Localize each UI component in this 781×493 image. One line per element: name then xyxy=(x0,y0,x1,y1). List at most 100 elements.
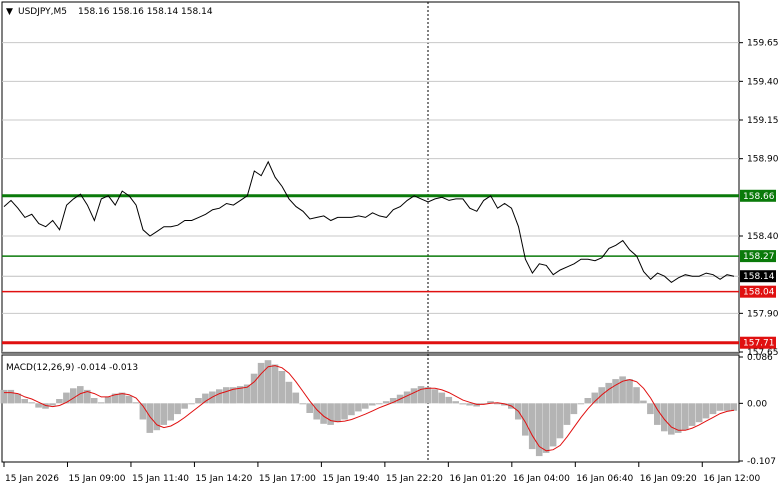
macd-histogram-bar xyxy=(70,388,77,404)
time-tick-label: 15 Jan 11:40 xyxy=(132,474,189,484)
macd-histogram-bar xyxy=(56,399,63,404)
macd-histogram-bar xyxy=(111,393,119,404)
macd-histogram-bar xyxy=(410,388,418,404)
macd-histogram-bar xyxy=(438,392,446,404)
macd-histogram-bar xyxy=(278,371,286,404)
macd-histogram-bar xyxy=(362,403,369,409)
macd-histogram-bar xyxy=(542,403,550,453)
macd-histogram-bar xyxy=(250,373,258,404)
macd-histogram-bar xyxy=(403,391,411,404)
chart-menu-icon[interactable]: ▼ xyxy=(6,7,13,17)
macd-tick-label: 0.00 xyxy=(747,399,767,409)
price-axis[interactable]: 159.65 159.40 159.15 158.90 158.40 157.90 157.… xyxy=(739,39,779,358)
price-series xyxy=(3,160,735,284)
macd-histogram-bar xyxy=(369,403,376,406)
time-tick-label: 15 Jan 17:00 xyxy=(259,474,316,484)
ohlc-readout: 158.16 158.16 158.14 158.14 xyxy=(78,7,213,17)
current-price-label: 158.14 xyxy=(743,272,775,282)
macd-histogram-bar xyxy=(146,403,154,433)
macd-panel-frame xyxy=(1,354,740,463)
macd-histogram-bar xyxy=(104,396,112,404)
time-axis[interactable]: 15 Jan 2026 15 Jan 09:00 15 Jan 11:40 15 Ja… xyxy=(3,462,761,484)
macd-axis[interactable]: 0.086 0.00 -0.107 xyxy=(739,353,776,467)
macd-histogram-bar xyxy=(230,387,237,404)
macd-histogram-bar xyxy=(327,403,334,425)
macd-histogram-bar xyxy=(167,403,174,421)
macd-histogram-bar xyxy=(139,403,147,420)
macd-histogram-bar xyxy=(417,386,425,404)
price-tick-label: 159.15 xyxy=(747,116,779,126)
macd-histogram-bar xyxy=(188,403,195,405)
price-line xyxy=(3,160,735,284)
macd-histogram-bar xyxy=(285,381,293,404)
macd-histogram-bar xyxy=(501,403,508,406)
macd-histogram-bar xyxy=(243,384,251,404)
macd-histogram-bar xyxy=(216,389,223,404)
macd-histogram-bar xyxy=(271,364,279,404)
macd-histogram-bar xyxy=(77,386,84,404)
macd-histogram-bar xyxy=(445,396,453,404)
macd-histogram-bar xyxy=(257,362,265,404)
macd-histogram-bar xyxy=(424,387,432,404)
macd-histogram-bar xyxy=(487,401,494,404)
macd-histogram-bar xyxy=(480,403,487,405)
macd-histogram-bar xyxy=(522,403,529,436)
macd-histogram-bar xyxy=(535,403,543,457)
price-level-label: 158.27 xyxy=(743,252,775,262)
macd-histogram-bar xyxy=(702,403,710,419)
macd-histogram-bar xyxy=(577,403,585,405)
symbol-timeframe-label: USDJPY,M5 xyxy=(18,7,67,17)
macd-histogram-bar xyxy=(14,393,21,404)
macd-histogram-bar xyxy=(174,403,181,415)
main-price-grid xyxy=(2,42,739,353)
time-tick-label: 16 Jan 01:20 xyxy=(449,474,506,484)
main-panel-frame xyxy=(1,1,740,354)
macd-histogram-bar xyxy=(459,403,466,405)
macd-histogram-bar xyxy=(563,403,571,425)
macd-histogram-bar xyxy=(28,402,35,404)
macd-histogram-bar xyxy=(97,402,105,404)
time-tick-label: 16 Jan 06:40 xyxy=(576,474,633,484)
time-tick-label: 15 Jan 2026 xyxy=(5,474,59,484)
macd-histogram-bar xyxy=(320,403,327,424)
macd-histogram-bar xyxy=(584,398,592,404)
macd-histogram-bar xyxy=(35,403,42,408)
time-tick-label: 16 Jan 09:20 xyxy=(640,474,697,484)
macd-histogram-bar xyxy=(452,401,459,404)
macd-histogram-bar xyxy=(7,389,15,404)
macd-histogram-bar xyxy=(21,399,28,404)
macd-histogram-bar xyxy=(716,403,724,411)
macd-histogram-bar xyxy=(619,376,626,404)
price-level-badge xyxy=(740,336,776,349)
macd-histogram-bar xyxy=(181,403,188,409)
price-level-label: 157.71 xyxy=(743,339,775,349)
macd-histogram-bar xyxy=(118,392,126,404)
macd-histogram-bar xyxy=(556,403,564,439)
macd-histogram-bar xyxy=(730,403,738,411)
price-tick-label: 157.90 xyxy=(747,309,779,319)
macd-histogram-bar xyxy=(376,403,383,405)
time-tick-label: 15 Jan 19:40 xyxy=(322,474,379,484)
price-level-badge xyxy=(740,189,776,202)
price-level-badge xyxy=(740,285,776,298)
macd-histogram-bar xyxy=(549,403,557,447)
price-levels xyxy=(2,194,739,345)
macd-histogram-bar xyxy=(709,403,717,415)
time-tick-label: 15 Jan 14:20 xyxy=(195,474,252,484)
macd-histogram-bar xyxy=(132,402,140,404)
macd-histogram xyxy=(0,360,738,457)
price-level-label: 158.04 xyxy=(743,288,775,298)
macd-histogram-bar xyxy=(334,403,341,423)
price-level-badge xyxy=(740,250,776,263)
macd-histogram-bar xyxy=(160,403,167,425)
macd-histogram-bar xyxy=(633,387,640,404)
macd-histogram-bar xyxy=(647,403,654,415)
macd-histogram-bar xyxy=(84,389,91,404)
macd-histogram-bar xyxy=(202,393,209,404)
macd-histogram-bar xyxy=(640,400,647,404)
macd-histogram-bar xyxy=(42,403,49,409)
time-tick-label: 15 Jan 09:00 xyxy=(68,474,125,484)
macd-histogram-bar xyxy=(90,398,98,404)
